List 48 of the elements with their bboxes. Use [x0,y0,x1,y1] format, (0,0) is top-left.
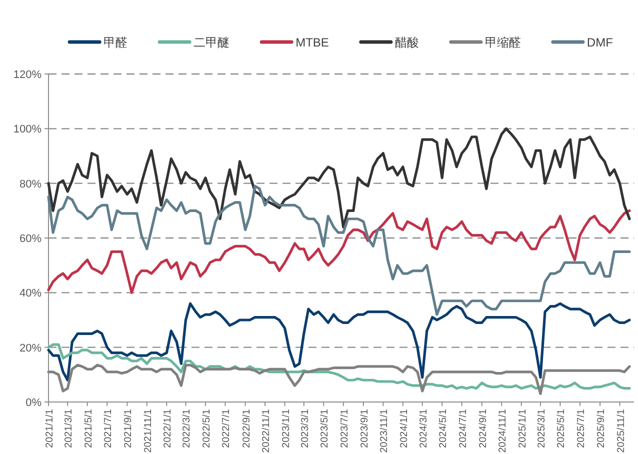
x-tick-label: 2023/3/1 [300,408,311,448]
x-tick-label: 2022/7/1 [221,408,232,448]
x-tick-label: 2021/11/1 [142,408,154,453]
y-tick-label: 40% [19,288,42,300]
x-tick-label: 2024/9/1 [478,408,489,448]
y-tick-label: 60% [19,233,42,245]
y-tick-label: 120% [13,69,42,81]
x-tick-label: 2023/9/1 [359,408,370,448]
x-tick-label: 2023/7/1 [339,408,350,448]
legend-label: 醋酸 [394,36,419,50]
x-tick-label: 2021/9/1 [123,408,134,448]
x-tick-label: 2025/1/1 [517,408,528,448]
legend-label: 甲醛 [104,36,128,50]
x-tick-label: 2022/9/1 [241,408,252,448]
x-tick-label: 2022/1/1 [162,408,174,448]
x-tick-label: 2024/3/1 [418,408,430,448]
x-tick-label: 2022/3/1 [182,408,193,448]
legend-label: DMF [586,36,613,50]
x-tick-label: 2025/7/1 [576,408,587,448]
x-tick-label: 2025/11/1 [616,408,627,453]
x-tick-label: 2024/7/1 [458,408,469,448]
x-tick-label: 2022/5/1 [201,408,212,448]
x-tick-label: 2021/1/1 [44,408,56,448]
y-tick-label: 100% [13,124,42,136]
x-tick-label: 2025/3/1 [536,408,548,448]
x-tick-label: 2021/7/1 [103,408,114,448]
x-tick-label: 2023/11/1 [379,408,390,453]
x-tick-label: 2024/5/1 [438,408,450,448]
x-tick-label: 2024/11/1 [498,408,509,453]
line-series [47,184,631,316]
y-tick-label: 80% [19,178,42,190]
x-tick-label: 2021/5/1 [83,408,94,448]
line-series [47,343,631,390]
legend-label: 二甲醚 [194,36,230,50]
line-series [47,302,631,382]
x-tick-label: 2025/9/1 [596,408,608,448]
x-tick-label: 2021/3/1 [64,408,75,448]
line-series [47,127,631,228]
legend-label: MTBE [296,36,329,50]
legend-label: 甲缩醛 [484,36,521,50]
x-tick-label: 2024/1/1 [398,408,410,448]
y-tick-label: 0% [26,397,42,409]
x-tick-label: 2023/1/1 [280,408,292,448]
line-series [47,209,631,294]
x-tick-label: 2025/5/1 [556,408,568,448]
y-tick-label: 20% [19,342,42,354]
x-tick-label: 2023/5/1 [320,408,331,448]
x-tick-label: 2022/11/1 [261,408,272,453]
